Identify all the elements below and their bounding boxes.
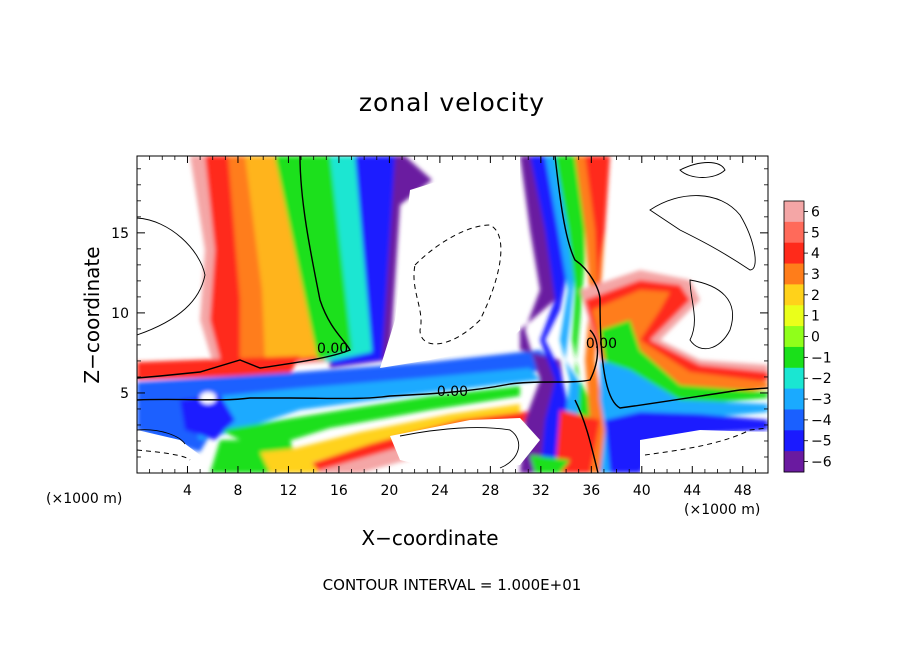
x-tick-label: 48 <box>734 483 752 499</box>
x-tick-label: 28 <box>481 483 499 499</box>
colorbar-tick-label: 6 <box>811 204 820 220</box>
column-center-green <box>555 156 605 473</box>
colorbar-tick-label: −5 <box>811 434 832 450</box>
colorbar-tick-label: −2 <box>811 371 832 387</box>
colorbar-tick-label: 0 <box>811 330 820 346</box>
colorbar-swatch <box>784 242 804 265</box>
contour-interval-note: CONTOUR INTERVAL = 1.000E+01 <box>322 576 582 594</box>
band-left-green <box>275 156 352 360</box>
x-tick-label: 4 <box>183 483 192 499</box>
x-tick-label: 20 <box>380 483 398 499</box>
colorbar-swatch <box>784 388 804 410</box>
velocity-field <box>137 156 768 473</box>
x-axis-unit: (×1000 m) <box>684 502 761 518</box>
y-ticks: 5 10 15 <box>111 168 768 458</box>
x-axis-label: X−coordinate <box>361 526 499 550</box>
colorbar-swatch <box>784 326 804 348</box>
contour-thin-lower-left <box>137 429 186 445</box>
colorbar-tick-label: −1 <box>811 350 832 366</box>
x-tick-label: 16 <box>330 483 348 499</box>
contour-label: 0.00 <box>586 336 617 352</box>
colorbar-swatch <box>784 409 804 431</box>
colorbar-swatch <box>784 263 804 285</box>
x-tick-label: 44 <box>683 483 701 499</box>
contour-label: 0.00 <box>437 384 468 400</box>
y-tick-label: 10 <box>111 306 129 322</box>
colorbar-swatch <box>784 305 804 327</box>
bottom-right-red <box>555 410 600 473</box>
contour-labels: 0.00 0.00 0.00 <box>317 336 617 400</box>
colorbar-tick-label: 4 <box>811 246 820 262</box>
chart-title: zonal velocity <box>358 88 546 117</box>
colorbar-tick-label: 1 <box>811 309 820 325</box>
colorbar-swatch <box>784 367 804 390</box>
colorbar-swatch <box>784 451 804 473</box>
x-tick-label: 24 <box>431 483 449 499</box>
x-tick-label: 12 <box>280 483 298 499</box>
column-center-blue <box>530 156 585 473</box>
y-axis-unit: (×1000 m) <box>46 491 123 507</box>
colorbar-tick-label: −3 <box>811 392 832 408</box>
colorbar-tick-label: 2 <box>811 288 820 304</box>
contour-thin-right-upper-2 <box>679 162 726 178</box>
hole-upper-center <box>380 156 520 368</box>
colorbar-swatch <box>784 201 804 223</box>
contour-label: 0.00 <box>317 341 348 357</box>
colorbar-tick-label: −4 <box>811 413 832 429</box>
y-tick-label: 5 <box>120 386 129 402</box>
colorbar-tick-label: 3 <box>811 267 820 283</box>
colorbar-tick-label: 5 <box>811 225 820 241</box>
contour-negative-dashed-center <box>413 224 502 345</box>
contour-zero-middle <box>137 329 599 401</box>
contour-zero-lower <box>574 399 599 473</box>
shear-left-green <box>220 386 520 450</box>
colorbar-swatch <box>784 221 804 244</box>
contour-thin-right-upper <box>649 195 756 271</box>
colorbar-tick-label: −6 <box>811 455 832 471</box>
contour-dashed-lower-right <box>644 427 768 456</box>
shear-left-cyan <box>180 368 540 440</box>
contour-zero-left <box>137 156 351 379</box>
contour-thin-left <box>137 217 206 336</box>
colorbar-swatch <box>784 430 804 452</box>
contour-zero-right <box>554 156 768 409</box>
bottom-left-yellow <box>260 448 320 473</box>
x-tick-label: 8 <box>233 483 242 499</box>
contour-thin-right-middle <box>689 279 734 350</box>
x-tick-label: 32 <box>532 483 550 499</box>
bottom-right-green <box>530 455 570 473</box>
hole-lower-left <box>137 430 200 473</box>
hole-lower-right <box>640 430 768 473</box>
x-tick-label: 40 <box>633 483 651 499</box>
blob-lower-left-blue <box>180 395 235 440</box>
x-ticks: 4 8 12 16 20 24 28 32 36 40 44 48 <box>149 156 756 499</box>
contour-thin-lower-center <box>399 427 520 469</box>
colorbar: 6 5 4 3 2 1 0 −1 −2 −3 −4 −5 −6 <box>783 200 832 473</box>
x-tick-label: 36 <box>582 483 600 499</box>
colorbar-swatch <box>784 346 804 369</box>
y-tick-label: 15 <box>111 226 129 242</box>
colorbar-swatch <box>784 284 804 306</box>
blob-lower-left-white <box>200 392 216 404</box>
